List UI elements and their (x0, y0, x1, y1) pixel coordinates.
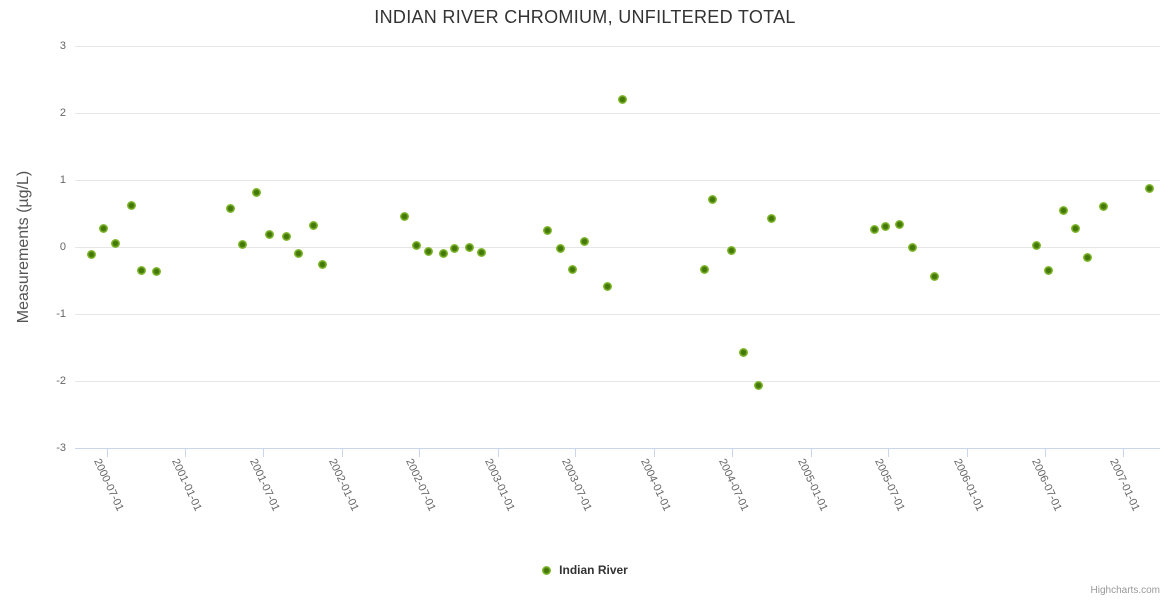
x-tick (419, 449, 421, 457)
data-point[interactable] (568, 264, 578, 274)
x-axis-label: 2001-07-01 (246, 457, 282, 514)
data-point[interactable] (870, 225, 880, 235)
x-axis-label: 2003-07-01 (559, 457, 595, 514)
x-tick (341, 449, 343, 457)
x-axis-label: 2006-01-01 (951, 457, 986, 514)
data-point[interactable] (1032, 241, 1042, 251)
data-point[interactable] (281, 232, 291, 242)
data-point[interactable] (1082, 252, 1092, 262)
gridline (75, 112, 1160, 114)
x-axis-label: 2002-01-01 (325, 457, 361, 514)
x-axis-label: 2002-07-01 (403, 457, 438, 514)
y-axis-label: 3 (59, 40, 66, 52)
y-axis-label: 0 (59, 241, 66, 253)
y-axis-label: -2 (56, 375, 66, 387)
data-point[interactable] (1145, 183, 1155, 193)
data-point[interactable] (1098, 202, 1108, 212)
x-axis-label: 2005-01-01 (794, 457, 830, 514)
gridline (75, 380, 1160, 382)
legend-item-indian-river[interactable]: Indian River (0, 563, 1170, 577)
data-point[interactable] (617, 95, 627, 105)
x-axis-label: 2006-07-01 (1028, 457, 1064, 514)
gridline (75, 246, 1160, 248)
gridline (75, 313, 1160, 315)
chart-title: INDIAN RIVER CHROMIUM, UNFILTERED TOTAL (374, 7, 796, 27)
x-tick (106, 449, 108, 457)
x-tick (497, 449, 499, 457)
data-point[interactable] (930, 271, 940, 281)
data-point[interactable] (739, 348, 749, 358)
x-axis-label: 2004-07-01 (716, 457, 751, 514)
data-point[interactable] (137, 265, 147, 275)
data-point[interactable] (880, 222, 890, 232)
data-point[interactable] (556, 243, 566, 253)
data-point[interactable] (98, 224, 108, 234)
data-point[interactable] (602, 282, 612, 292)
x-axis-label: 2000-07-01 (90, 457, 126, 514)
x-tick (575, 449, 577, 457)
x-axis-label: 2001-01-01 (169, 457, 205, 514)
legend-marker-icon (542, 565, 552, 575)
gridline (75, 45, 1160, 47)
x-tick (732, 449, 734, 457)
data-point[interactable] (908, 242, 918, 252)
data-point[interactable] (238, 240, 248, 250)
data-point[interactable] (543, 225, 553, 235)
data-point[interactable] (1071, 223, 1081, 233)
data-point[interactable] (412, 241, 422, 251)
x-tick (888, 449, 890, 457)
data-point[interactable] (766, 214, 776, 224)
data-point[interactable] (579, 237, 589, 247)
x-tick (262, 449, 264, 457)
x-tick (185, 449, 187, 457)
data-point[interactable] (87, 249, 97, 259)
data-point[interactable] (894, 220, 904, 230)
data-point[interactable] (400, 211, 410, 221)
data-point[interactable] (699, 264, 709, 274)
y-axis-label: 1 (59, 174, 66, 186)
data-point[interactable] (438, 248, 448, 258)
x-axis-line (75, 448, 1160, 449)
data-point[interactable] (423, 246, 433, 256)
x-tick (967, 449, 969, 457)
legend-label: Indian River (559, 563, 628, 577)
x-tick (1044, 449, 1046, 457)
data-point[interactable] (264, 229, 274, 239)
x-axis-label: 2007-01-01 (1107, 457, 1143, 514)
data-point[interactable] (1058, 205, 1068, 215)
highcharts-credits-link[interactable]: Highcharts.com (1090, 585, 1160, 596)
data-point[interactable] (293, 249, 303, 259)
gridline (75, 179, 1160, 181)
data-point[interactable] (465, 243, 475, 253)
x-tick (654, 449, 656, 457)
data-point[interactable] (754, 380, 764, 390)
data-point[interactable] (477, 247, 487, 257)
data-point[interactable] (110, 239, 120, 249)
data-point[interactable] (317, 259, 327, 269)
data-point[interactable] (449, 243, 459, 253)
data-point[interactable] (309, 221, 319, 231)
data-point[interactable] (152, 266, 162, 276)
x-axis-label: 2005-07-01 (872, 457, 908, 514)
y-axis-label: -3 (56, 442, 66, 454)
x-axis-label: 2004-01-01 (638, 457, 673, 514)
data-point[interactable] (726, 245, 736, 255)
x-axis-label: 2003-01-01 (481, 457, 517, 514)
y-axis-label: 2 (59, 107, 66, 119)
data-point[interactable] (1043, 265, 1053, 275)
data-point[interactable] (708, 194, 718, 204)
x-tick (810, 449, 812, 457)
x-tick (1123, 449, 1125, 457)
data-point[interactable] (251, 187, 261, 197)
y-axis-label: -1 (56, 308, 66, 320)
data-point[interactable] (126, 200, 136, 210)
data-point[interactable] (225, 203, 235, 213)
